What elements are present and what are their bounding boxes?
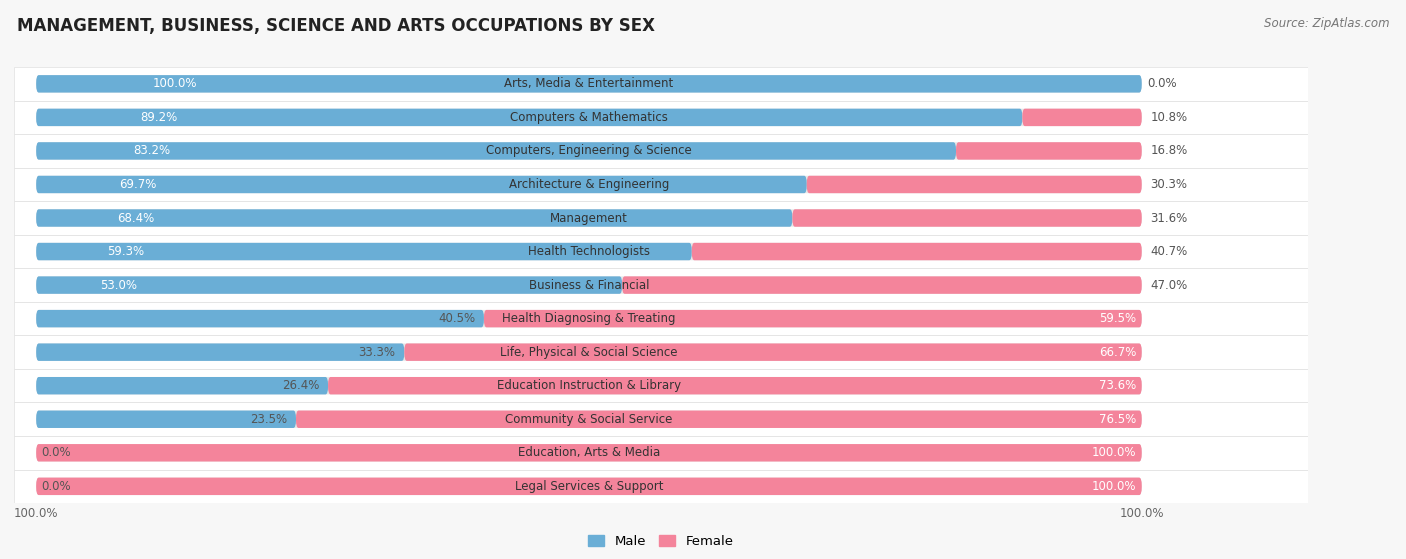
Text: Health Technologists: Health Technologists	[529, 245, 650, 258]
Text: 31.6%: 31.6%	[1150, 211, 1188, 225]
FancyBboxPatch shape	[37, 142, 1142, 160]
FancyBboxPatch shape	[1022, 108, 1142, 126]
FancyBboxPatch shape	[37, 243, 692, 260]
Bar	[14, 369, 1308, 402]
FancyBboxPatch shape	[621, 276, 1142, 294]
Bar	[14, 302, 1308, 335]
Text: 23.5%: 23.5%	[250, 413, 287, 426]
Text: Education Instruction & Library: Education Instruction & Library	[496, 379, 681, 392]
Text: Life, Physical & Social Science: Life, Physical & Social Science	[501, 345, 678, 359]
FancyBboxPatch shape	[405, 343, 1142, 361]
FancyBboxPatch shape	[37, 310, 484, 328]
Text: 73.6%: 73.6%	[1099, 379, 1136, 392]
FancyBboxPatch shape	[37, 410, 297, 428]
FancyBboxPatch shape	[37, 209, 1142, 227]
Bar	[14, 235, 1308, 268]
Text: 89.2%: 89.2%	[141, 111, 177, 124]
Text: 40.5%: 40.5%	[437, 312, 475, 325]
Text: 0.0%: 0.0%	[1147, 77, 1177, 91]
FancyBboxPatch shape	[956, 142, 1142, 160]
FancyBboxPatch shape	[37, 176, 807, 193]
Text: 0.0%: 0.0%	[42, 446, 72, 459]
Bar	[14, 402, 1308, 436]
FancyBboxPatch shape	[328, 377, 1142, 395]
Text: 100.0%: 100.0%	[1091, 446, 1136, 459]
FancyBboxPatch shape	[37, 410, 1142, 428]
FancyBboxPatch shape	[297, 410, 1142, 428]
Text: 0.0%: 0.0%	[42, 480, 72, 493]
Text: 100.0%: 100.0%	[152, 77, 197, 91]
Text: 83.2%: 83.2%	[134, 144, 170, 158]
Bar	[14, 335, 1308, 369]
Text: Architecture & Engineering: Architecture & Engineering	[509, 178, 669, 191]
FancyBboxPatch shape	[37, 377, 328, 395]
Text: 59.3%: 59.3%	[107, 245, 145, 258]
FancyBboxPatch shape	[37, 243, 1142, 260]
FancyBboxPatch shape	[37, 75, 1142, 93]
FancyBboxPatch shape	[37, 276, 1142, 294]
Text: Legal Services & Support: Legal Services & Support	[515, 480, 664, 493]
FancyBboxPatch shape	[37, 343, 405, 361]
Text: Health Diagnosing & Treating: Health Diagnosing & Treating	[502, 312, 676, 325]
Text: 26.4%: 26.4%	[281, 379, 319, 392]
FancyBboxPatch shape	[37, 209, 793, 227]
FancyBboxPatch shape	[37, 108, 1142, 126]
FancyBboxPatch shape	[37, 142, 956, 160]
Text: 59.5%: 59.5%	[1099, 312, 1136, 325]
FancyBboxPatch shape	[37, 276, 621, 294]
Bar	[14, 470, 1308, 503]
Text: 68.4%: 68.4%	[117, 211, 155, 225]
Text: 10.8%: 10.8%	[1150, 111, 1188, 124]
Text: 40.7%: 40.7%	[1150, 245, 1188, 258]
Text: Source: ZipAtlas.com: Source: ZipAtlas.com	[1264, 17, 1389, 30]
FancyBboxPatch shape	[807, 176, 1142, 193]
FancyBboxPatch shape	[37, 75, 1142, 93]
Bar	[14, 101, 1308, 134]
Text: 47.0%: 47.0%	[1150, 278, 1188, 292]
FancyBboxPatch shape	[37, 176, 1142, 193]
Text: 16.8%: 16.8%	[1150, 144, 1188, 158]
FancyBboxPatch shape	[37, 343, 1142, 361]
Text: 66.7%: 66.7%	[1099, 345, 1136, 359]
Text: Business & Financial: Business & Financial	[529, 278, 650, 292]
Legend: Male, Female: Male, Female	[583, 529, 738, 553]
Bar	[14, 168, 1308, 201]
Text: Community & Social Service: Community & Social Service	[505, 413, 672, 426]
Text: 30.3%: 30.3%	[1150, 178, 1188, 191]
FancyBboxPatch shape	[37, 477, 1142, 495]
Text: Education, Arts & Media: Education, Arts & Media	[517, 446, 659, 459]
FancyBboxPatch shape	[37, 444, 1142, 462]
FancyBboxPatch shape	[37, 310, 1142, 328]
FancyBboxPatch shape	[692, 243, 1142, 260]
Text: Computers, Engineering & Science: Computers, Engineering & Science	[486, 144, 692, 158]
Text: Computers & Mathematics: Computers & Mathematics	[510, 111, 668, 124]
Text: 76.5%: 76.5%	[1099, 413, 1136, 426]
Bar	[14, 436, 1308, 470]
FancyBboxPatch shape	[484, 310, 1142, 328]
Text: Arts, Media & Entertainment: Arts, Media & Entertainment	[505, 77, 673, 91]
Text: 69.7%: 69.7%	[118, 178, 156, 191]
Bar	[14, 201, 1308, 235]
Bar	[14, 268, 1308, 302]
FancyBboxPatch shape	[37, 444, 1142, 462]
FancyBboxPatch shape	[37, 477, 1142, 495]
FancyBboxPatch shape	[37, 377, 1142, 395]
Bar	[14, 67, 1308, 101]
Text: 100.0%: 100.0%	[1091, 480, 1136, 493]
FancyBboxPatch shape	[37, 108, 1022, 126]
Text: MANAGEMENT, BUSINESS, SCIENCE AND ARTS OCCUPATIONS BY SEX: MANAGEMENT, BUSINESS, SCIENCE AND ARTS O…	[17, 17, 655, 35]
Text: 33.3%: 33.3%	[359, 345, 395, 359]
Text: Management: Management	[550, 211, 628, 225]
FancyBboxPatch shape	[793, 209, 1142, 227]
Text: 53.0%: 53.0%	[100, 278, 138, 292]
Bar	[14, 134, 1308, 168]
